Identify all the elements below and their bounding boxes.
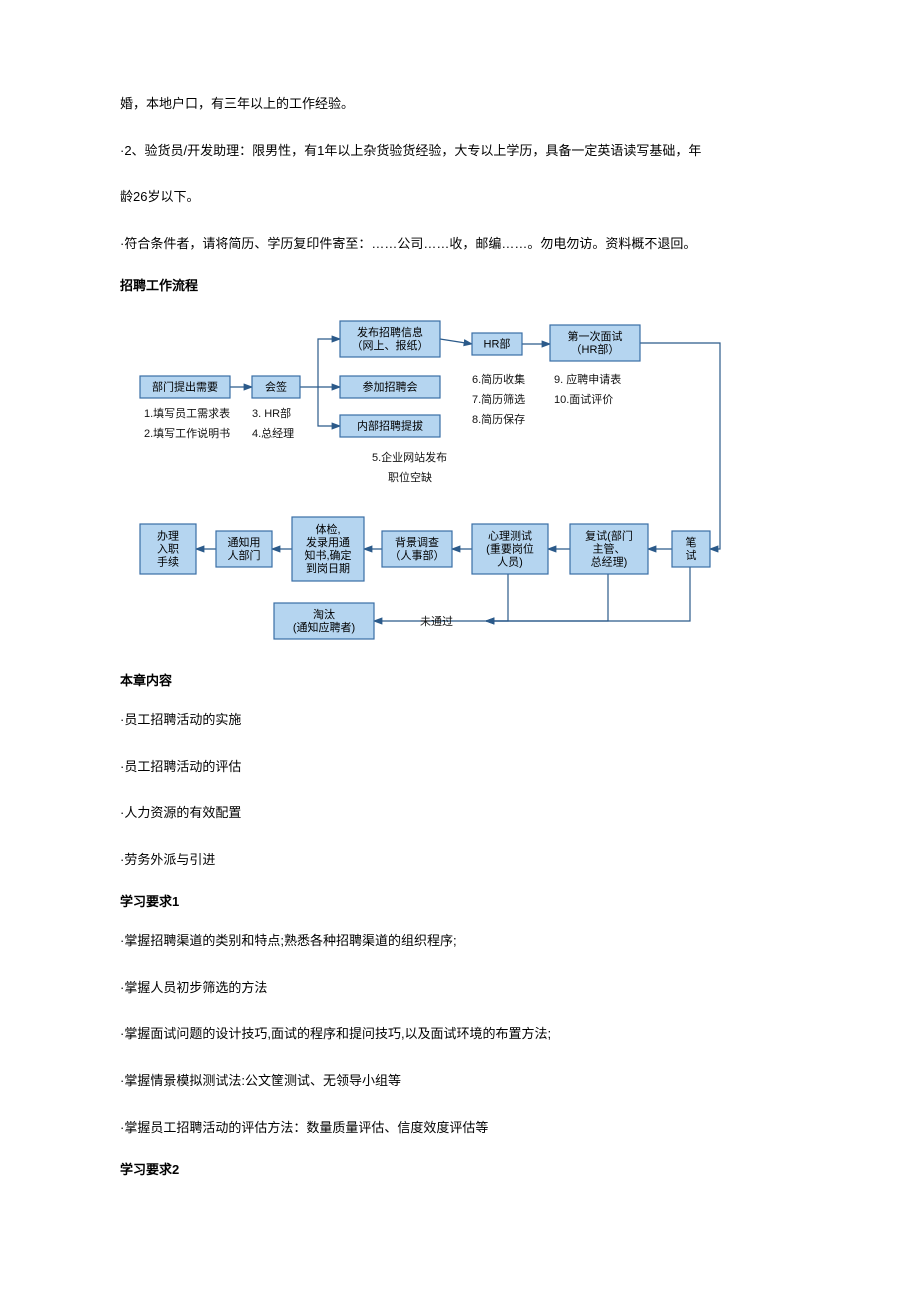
flow-arrow — [486, 574, 608, 621]
flow-node-label: 部门提出需要 — [152, 380, 218, 394]
flow-annotation: 2.填写工作说明书 — [144, 426, 230, 440]
bullet-contents-1: ·员工招聘活动的实施 — [120, 706, 800, 735]
flow-arrow — [486, 574, 508, 621]
heading-req2: 学习要求2 — [120, 1160, 800, 1181]
bullet-req1-4: ·掌握情景模拟测试法:公文筐测试、无领导小组等 — [120, 1067, 800, 1096]
flow-node-label: （人事部） — [390, 548, 445, 562]
flow-node-label: （HR部） — [571, 342, 620, 356]
flow-annotation: 5.企业网站发布 — [372, 450, 447, 464]
flowchart: 部门提出需要 会签 发布招聘信息（网上、报纸） 参加招聘会内部招聘提拔 HR部 第一次面试… — [120, 311, 800, 651]
flow-node-label: 淘汰 — [313, 607, 335, 621]
bullet-contents-2: ·员工招聘活动的评估 — [120, 753, 800, 782]
flow-node-label: 手续 — [157, 555, 179, 569]
flow-arrow — [486, 567, 690, 621]
flow-node-label: 人员) — [497, 556, 523, 569]
flow-node-label: 第一次面试 — [568, 329, 623, 343]
flow-node-label: 通知用 — [228, 535, 261, 549]
flowchart-svg: 部门提出需要 会签 发布招聘信息（网上、报纸） 参加招聘会内部招聘提拔 HR部 第一次面试… — [120, 311, 740, 651]
flow-node-label: (重要岗位 — [486, 542, 534, 556]
flow-node-label: 参加招聘会 — [363, 380, 418, 394]
flow-annotation: 1.填写员工需求表 — [144, 406, 230, 420]
flow-arrow — [640, 343, 720, 549]
flow-node-label: 办理 — [157, 530, 179, 543]
flow-node-label: 背景调查 — [395, 535, 439, 549]
bullet-req1-2: ·掌握人员初步筛选的方法 — [120, 974, 800, 1003]
flow-annotation: 7.简历筛选 — [472, 392, 525, 406]
flow-annotation: 3. HR部 — [252, 406, 291, 420]
flow-node-label: 心理测试 — [488, 530, 532, 543]
flow-annotation: 4.总经理 — [252, 426, 294, 440]
para-2: ·2、验货员/开发助理：限男性，有1年以上杂货验货经验，大专以上学历，具备一定英… — [120, 137, 800, 166]
bullet-req1-1: ·掌握招聘渠道的类别和特点;熟悉各种招聘渠道的组织程序; — [120, 927, 800, 956]
heading-contents: 本章内容 — [120, 671, 800, 692]
flow-node-label: （网上、报纸） — [352, 338, 429, 352]
flow-node-label: 知书,确定 — [304, 548, 351, 562]
flow-annotation: 8.简历保存 — [472, 412, 525, 426]
flow-arrow — [440, 339, 472, 344]
flow-node-label: 入职 — [157, 543, 179, 556]
flow-node-label: 总经理) — [591, 555, 628, 569]
flow-arrow — [318, 339, 340, 387]
bullet-contents-4: ·劳务外派与引进 — [120, 846, 800, 875]
bullet-contents-3: ·人力资源的有效配置 — [120, 799, 800, 828]
flow-annotation: 9. 应聘申请表 — [554, 372, 621, 386]
flow-node-label: 试 — [686, 549, 697, 562]
flow-node-label: 内部招聘提拔 — [357, 419, 423, 433]
flow-node-label: 复试(部门 — [585, 529, 633, 543]
heading-req1: 学习要求1 — [120, 892, 800, 913]
flow-node-label: 到岗日期 — [306, 562, 350, 575]
flow-annotation: 6.简历收集 — [472, 372, 525, 386]
flow-node-label: 发录用通 — [306, 535, 350, 549]
bullet-req1-3: ·掌握面试问题的设计技巧,面试的程序和提问技巧,以及面试环境的布置方法; — [120, 1020, 800, 1049]
flow-arrow — [318, 387, 340, 426]
flow-node-label: 主管、 — [593, 542, 626, 556]
para-3: 龄26岁以下。 — [120, 183, 800, 212]
flow-node-label: 人部门 — [228, 548, 261, 562]
para-1: 婚，本地户口，有三年以上的工作经验。 — [120, 90, 800, 119]
flow-node-label: HR部 — [484, 337, 511, 351]
flow-node-label: 笔 — [686, 535, 697, 549]
bullet-req1-5: ·掌握员工招聘活动的评估方法：数量质量评估、信度效度评估等 — [120, 1114, 800, 1143]
heading-flow: 招聘工作流程 — [120, 276, 800, 297]
flow-annotation: 未通过 — [420, 615, 453, 628]
flow-node-label: 会签 — [265, 380, 287, 394]
flow-node-label: (通知应聘者) — [293, 620, 355, 634]
flow-node-label: 体检, — [315, 522, 340, 536]
flow-annotation: 10.面试评价 — [554, 393, 613, 406]
flow-annotation: 职位空缺 — [388, 470, 432, 484]
flow-node-label: 发布招聘信息 — [357, 325, 423, 339]
para-4: ·符合条件者，请将简历、学历复印件寄至：……公司……收，邮编……。勿电勿访。资料… — [120, 230, 800, 259]
